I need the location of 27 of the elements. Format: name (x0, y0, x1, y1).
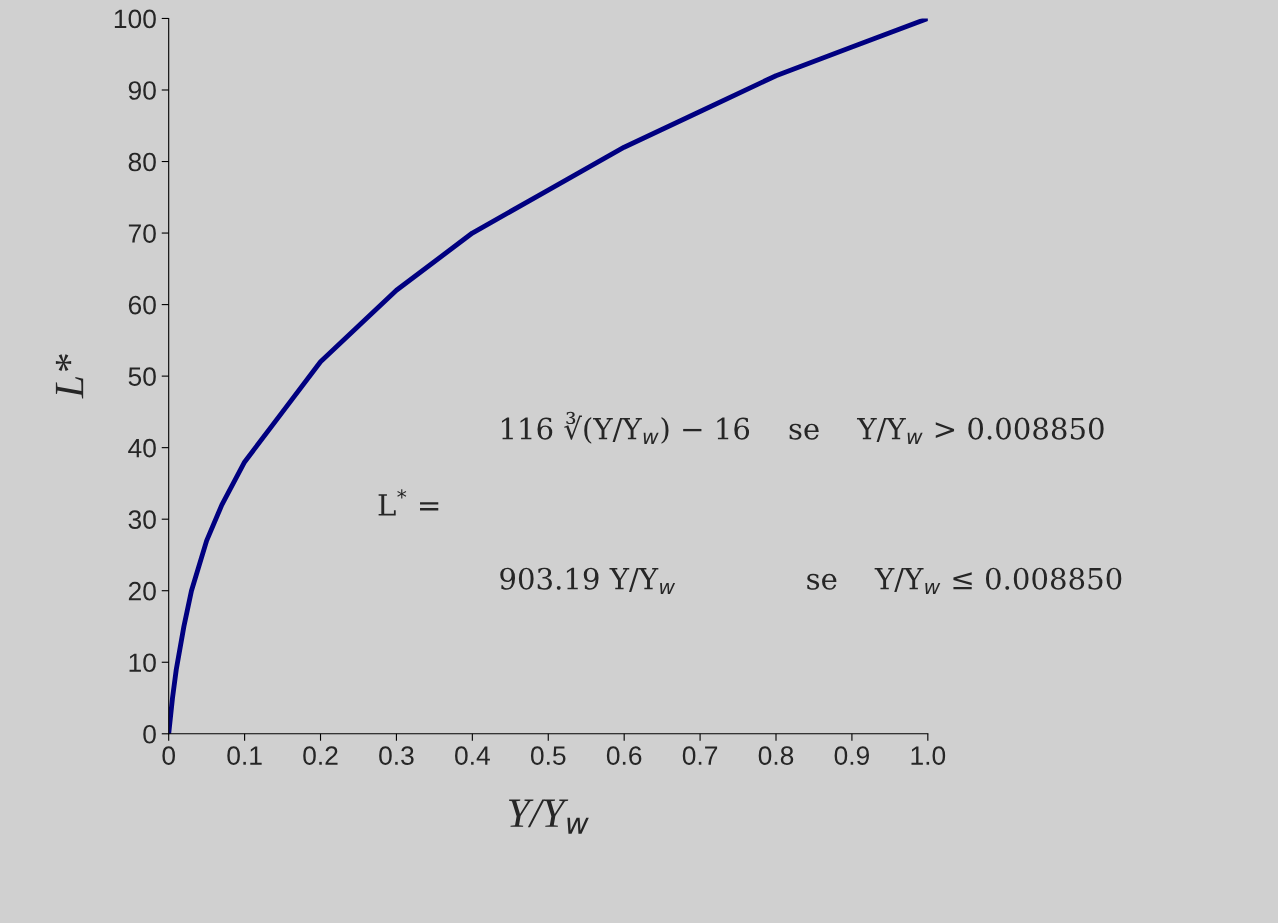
x-tick-label: 0.6 (606, 746, 642, 765)
x-tick-label: 0.7 (682, 746, 718, 765)
annotation: 116 ∛(Y/Y$_{w}$) − 16 se Y/Y$_{w}$ > 0.008850 (501, 411, 1104, 445)
x-tick-label: 0.4 (455, 746, 490, 765)
y-tick-label: 80 (128, 152, 156, 172)
x-tick-label: 0.9 (834, 746, 870, 765)
y-tick-label: 0 (143, 724, 156, 744)
y-tick-label: 100 (114, 9, 156, 29)
y-tick-label: 10 (129, 653, 156, 673)
x-tick-label: 0.3 (379, 746, 414, 765)
y-tick-label: 70 (128, 224, 156, 243)
y-tick-label: 60 (128, 295, 156, 315)
y-tick-label: 90 (128, 81, 156, 100)
x-tick-label: 0.8 (758, 746, 794, 765)
y-tick-label: 30 (128, 510, 156, 530)
x-tick-label: 0.5 (530, 746, 566, 765)
x-tick-label: 0 (162, 746, 175, 765)
x-tick-label: 0.1 (227, 746, 262, 765)
y-axis-title: L* (55, 354, 84, 399)
y-tick-label: 20 (128, 581, 156, 601)
x-axis-title: Y/Y$_{w}$ (508, 799, 589, 834)
x-tick-label: 0.2 (303, 746, 338, 765)
y-tick-label: 50 (128, 367, 156, 386)
annotation: L$^{*}$ = (378, 489, 439, 516)
y-tick-label: 40 (128, 438, 156, 458)
text: 903.19 Y/Y$_{w}$ se Y/Y$_{w}$ ≤ 0.008850 (500, 567, 1122, 595)
x-tick-label: 1.0 (911, 746, 946, 765)
